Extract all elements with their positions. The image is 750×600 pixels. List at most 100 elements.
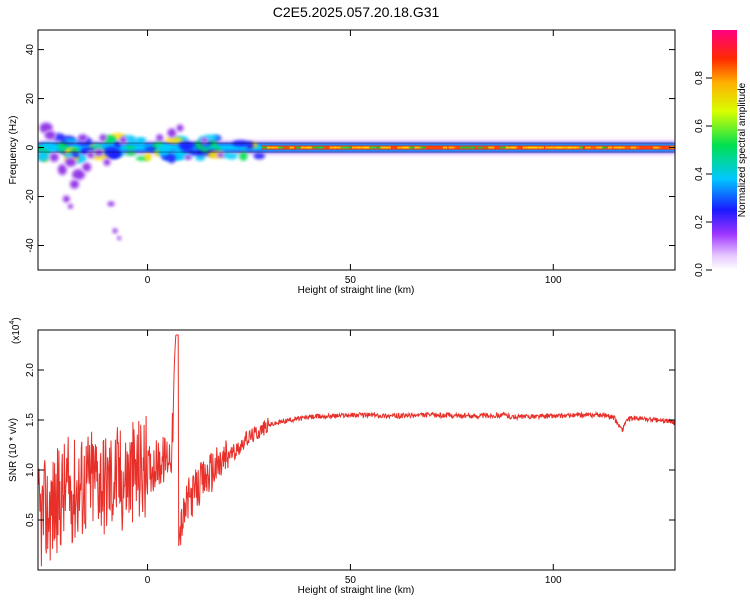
spectrogram-band-texture xyxy=(283,146,291,149)
spectrogram-band-texture xyxy=(454,146,463,149)
spectrogram-ylabel: Frequency (Hz) xyxy=(8,116,19,185)
spectrogram-scatter-spot xyxy=(58,164,67,175)
spectrogram-band-texture xyxy=(607,146,613,149)
colorbar: 0.0 0.2 0.4 0.6 0.8 Normalized spectral ampl… xyxy=(694,30,748,277)
spectrogram-scatter-spot xyxy=(185,155,192,160)
spectrogram-band-texture xyxy=(494,146,500,149)
snr-ytick-label: 0.5 xyxy=(25,513,36,527)
snr-scale-base: (x10 xyxy=(11,324,22,344)
spectrogram-scatter-spot xyxy=(99,134,106,141)
spectrogram-band-texture xyxy=(630,146,640,149)
spectrogram-xlabel: Height of straight line (km) xyxy=(298,285,415,296)
spectrogram-band-texture xyxy=(516,146,521,149)
spectrogram-band-texture xyxy=(391,146,400,149)
spectrogram-scatter-spot xyxy=(72,169,85,180)
spectrogram-band-texture xyxy=(261,146,271,149)
spectrogram-scatter-spot xyxy=(87,151,94,158)
snr-ytick-label: 2.0 xyxy=(25,363,36,377)
spectrogram-band-texture xyxy=(386,146,392,149)
spectrogram-band-texture xyxy=(272,146,282,149)
spectrogram-xtick-label: 50 xyxy=(345,275,357,286)
spectrogram-band-texture xyxy=(420,146,427,149)
spectrogram-ytick-label: 40 xyxy=(25,44,36,56)
spectrogram-blob xyxy=(64,138,79,143)
spectrogram-scatter-spot xyxy=(217,152,224,157)
spectrogram-xtick-label: 0 xyxy=(145,275,151,286)
spectrogram-blob xyxy=(103,146,120,157)
spectrogram-band-texture xyxy=(624,146,633,149)
spectrogram-band-texture xyxy=(306,146,313,149)
spectrogram-band-texture xyxy=(295,146,302,149)
spectrogram-band-texture xyxy=(567,146,576,149)
spectrogram-panel: 0 50 100 -40 -20 0 20 40 Height of straight lin… xyxy=(8,29,676,296)
spectrogram-band-texture xyxy=(403,146,412,149)
spectrogram-band-texture xyxy=(488,146,496,149)
spectrogram-blob xyxy=(125,145,136,150)
spectrogram-blob xyxy=(144,153,152,162)
spectrogram-blob xyxy=(41,142,56,151)
spectrogram-band-texture xyxy=(408,146,418,149)
spectrogram-band-texture xyxy=(465,146,474,149)
colorbar-tick-label: 0.2 xyxy=(694,215,705,229)
spectrogram-scatter-spot xyxy=(177,124,184,131)
spectrogram-scatter-spot xyxy=(65,158,76,167)
spectrogram-band-texture xyxy=(641,146,651,149)
spectrogram-band-texture xyxy=(459,146,467,149)
spectrogram-blob xyxy=(167,153,176,164)
spectrogram-band-texture xyxy=(499,146,511,149)
spectrogram-blob xyxy=(253,152,266,160)
spectrogram-scatter-spot xyxy=(117,236,121,240)
spectrogram-band-texture xyxy=(511,146,516,149)
spectrogram-band-texture xyxy=(556,146,563,149)
spectrogram-band-texture xyxy=(596,146,603,149)
spectrogram-marks xyxy=(38,121,675,242)
spectrogram-scatter-spot xyxy=(45,131,56,140)
spectrogram-xtick-label: 100 xyxy=(545,275,562,286)
spectrogram-band-texture xyxy=(266,146,274,149)
spectrogram-blob xyxy=(144,146,158,151)
spectrogram-band-texture xyxy=(562,146,573,149)
spectrogram-ytick-label: 0 xyxy=(25,144,36,150)
spectrogram-band-texture xyxy=(573,146,583,149)
spectrogram-scatter-spot xyxy=(103,159,110,166)
spectrogram-band-texture xyxy=(545,146,552,149)
spectrogram-band-texture xyxy=(658,146,670,149)
snr-xtick-label: 50 xyxy=(345,575,357,586)
spectrogram-scatter-spot xyxy=(108,201,115,206)
spectrogram-band-texture xyxy=(300,146,311,149)
spectrogram-blob xyxy=(225,152,238,160)
spectrogram-frame xyxy=(37,29,676,271)
spectrogram-band-texture xyxy=(528,146,538,149)
snr-ytick-label: 1.0 xyxy=(25,463,36,477)
spectrogram-blob xyxy=(155,144,172,151)
snr-scale-label: (x104) xyxy=(9,317,22,344)
snr-ticks: 0 50 100 0.5 1.0 1.5 2.0 xyxy=(25,330,675,586)
snr-xtick-label: 100 xyxy=(545,575,562,586)
figure-title: C2E5.2025.057.20.18.G31 xyxy=(273,4,440,20)
snr-series-line xyxy=(38,334,675,567)
colorbar-gradient xyxy=(712,30,737,270)
spectrogram-scatter-spot xyxy=(156,134,163,141)
spectrogram-blob xyxy=(178,141,194,151)
spectrogram-band-texture xyxy=(414,146,423,149)
snr-frame xyxy=(37,329,676,571)
colorbar-tick-label: 0.0 xyxy=(694,263,705,277)
spectrogram-scatter-spot xyxy=(50,153,59,162)
spectrogram-ticks: 0 50 100 -40 -20 0 20 40 xyxy=(25,30,675,286)
snr-scale-exponent: 4 xyxy=(9,321,16,325)
spectrogram-band-texture xyxy=(317,146,327,149)
spectrogram-band-texture xyxy=(329,146,337,149)
spectrogram-band-texture xyxy=(619,146,630,149)
spectrogram-scatter-spot xyxy=(70,180,79,189)
spectrogram-blob xyxy=(239,152,248,161)
spectrogram-band-texture xyxy=(323,146,332,149)
spectrogram-scatter-spot xyxy=(120,137,127,144)
spectrogram-scatter-spot xyxy=(68,204,73,209)
colorbar-ticks: 0.0 0.2 0.4 0.6 0.8 xyxy=(694,71,712,277)
spectrogram-scatter-spot xyxy=(201,138,208,143)
spectrogram-band-texture xyxy=(482,146,488,149)
spectrogram-band-texture xyxy=(579,146,584,149)
spectrogram-band-texture xyxy=(647,146,656,149)
snr-xtick-label: 0 xyxy=(145,575,151,586)
